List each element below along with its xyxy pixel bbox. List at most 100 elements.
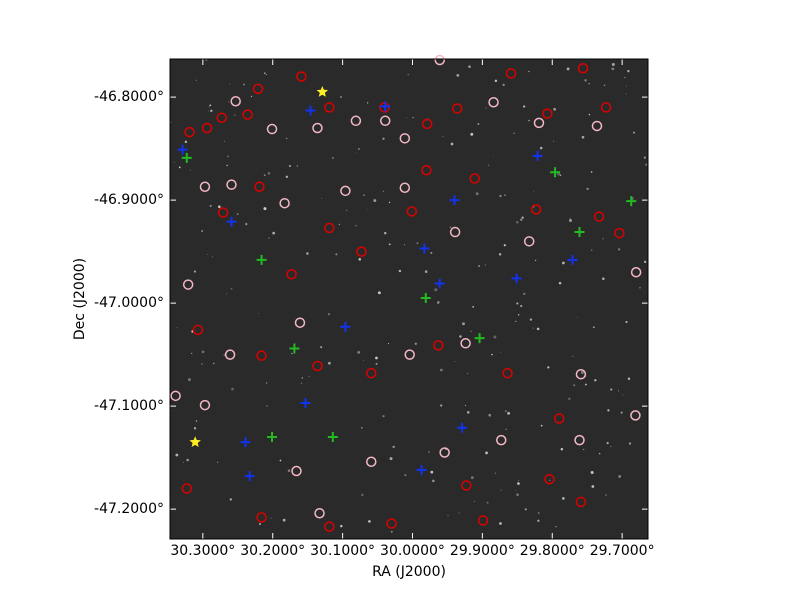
source-circle — [181, 483, 193, 494]
background-star — [517, 313, 520, 316]
background-star — [287, 469, 291, 472]
background-star — [627, 377, 631, 380]
source-circle — [574, 434, 585, 446]
background-star — [605, 494, 607, 496]
source-cross — [574, 227, 585, 238]
background-star — [430, 251, 433, 255]
background-star — [468, 65, 471, 68]
background-star — [492, 155, 494, 156]
source-cross — [567, 254, 578, 265]
source-circle — [469, 173, 480, 184]
source-circle — [451, 103, 463, 114]
background-star — [627, 69, 630, 73]
background-star — [300, 382, 303, 385]
source-circle — [366, 367, 377, 379]
background-star — [529, 318, 533, 321]
x-tick-label: 29.9000° — [450, 543, 515, 559]
background-star — [467, 373, 469, 375]
background-star — [405, 117, 407, 118]
source-circle — [296, 71, 307, 82]
background-star — [361, 427, 363, 429]
background-star — [440, 404, 443, 407]
background-star — [547, 366, 550, 369]
background-star — [622, 394, 624, 396]
background-star — [404, 473, 407, 477]
source-circle — [593, 211, 605, 222]
background-star — [478, 264, 481, 267]
background-star — [265, 73, 268, 76]
source-circle — [630, 266, 642, 278]
background-star — [387, 343, 390, 345]
x-tick-label: 30.0000° — [380, 543, 445, 559]
background-star — [210, 109, 213, 113]
sky-image — [170, 59, 648, 539]
background-star — [390, 530, 393, 533]
background-star — [320, 346, 323, 349]
background-star — [434, 288, 438, 292]
background-star — [268, 237, 270, 239]
source-cross — [226, 216, 237, 227]
background-star — [553, 140, 555, 142]
background-star — [540, 424, 543, 427]
background-star — [498, 252, 502, 256]
background-star — [327, 313, 331, 316]
y-axis-label: Dec (J2000) — [72, 258, 88, 340]
background-star — [335, 253, 338, 256]
source-cross — [420, 292, 431, 303]
source-cross — [434, 278, 445, 289]
y-tick-label: -47.1000° — [94, 398, 164, 414]
source-star — [189, 436, 201, 447]
background-star — [598, 452, 601, 455]
background-star — [610, 388, 613, 391]
background-star — [230, 287, 233, 290]
background-star — [362, 360, 364, 362]
background-star — [431, 479, 435, 483]
plot-frame — [169, 58, 649, 540]
source-cross — [457, 422, 468, 433]
source-cross — [177, 144, 188, 155]
source-circle — [406, 206, 418, 217]
source-circle — [553, 413, 565, 424]
background-star — [584, 79, 587, 82]
background-star — [392, 445, 395, 449]
background-star — [236, 213, 239, 216]
background-star — [217, 205, 221, 209]
background-star — [212, 362, 215, 365]
background-star — [229, 498, 232, 501]
background-star — [258, 522, 261, 526]
background-star — [507, 411, 511, 415]
background-star — [357, 147, 360, 151]
background-star — [611, 67, 615, 71]
source-circle — [433, 340, 444, 351]
background-star — [513, 132, 515, 134]
background-star — [189, 169, 191, 171]
background-star — [366, 102, 369, 104]
source-circle — [256, 350, 267, 361]
source-cross — [240, 437, 251, 448]
background-star — [534, 259, 537, 262]
background-star — [176, 327, 178, 329]
background-star — [590, 171, 593, 173]
source-circle — [201, 122, 213, 134]
background-star — [178, 166, 181, 169]
background-star — [285, 175, 289, 178]
background-star — [173, 162, 175, 164]
source-circle — [226, 179, 237, 190]
background-star — [499, 522, 502, 525]
background-star — [356, 152, 357, 154]
source-circle — [399, 182, 411, 194]
background-star — [450, 142, 454, 146]
source-cross — [340, 321, 351, 332]
source-circle — [356, 246, 367, 257]
background-star — [464, 404, 467, 406]
background-star — [645, 163, 648, 166]
background-star — [603, 84, 606, 87]
source-cross — [327, 432, 338, 443]
background-star — [561, 497, 565, 500]
source-circle — [279, 197, 290, 209]
background-star — [357, 351, 361, 354]
background-star — [472, 305, 475, 308]
background-star — [470, 132, 474, 136]
background-star — [523, 292, 526, 296]
background-star — [223, 140, 226, 142]
